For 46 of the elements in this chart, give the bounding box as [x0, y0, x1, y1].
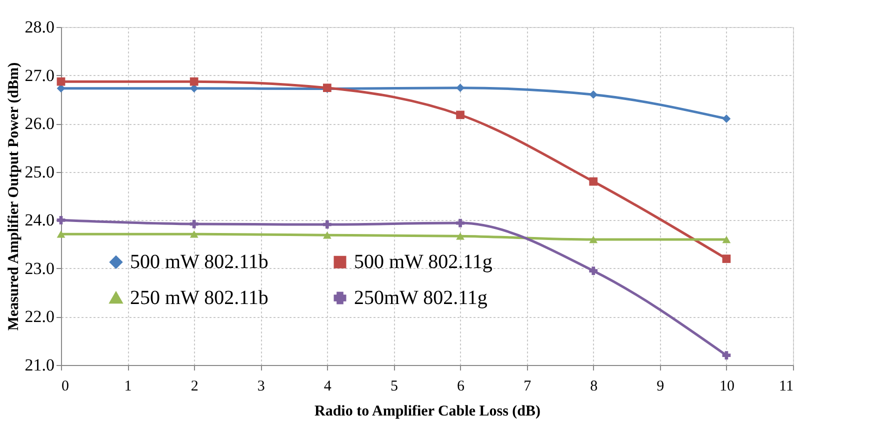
point — [589, 177, 598, 186]
y-tick-label: 23.0 — [24, 258, 54, 278]
point — [56, 216, 66, 224]
y-tick-label: 27.0 — [24, 66, 54, 85]
point — [456, 110, 464, 120]
point — [323, 220, 332, 229]
x-tick-label: 8 — [590, 378, 598, 394]
point — [722, 351, 731, 360]
y-tick-label: 26.0 — [24, 114, 54, 134]
point — [190, 230, 198, 238]
point — [456, 84, 464, 92]
x-axis-title: Radio to Amplifier Cable Loss (dB) — [314, 404, 540, 420]
legend-label: 250 mW 802.11b — [130, 287, 268, 309]
point — [456, 218, 464, 228]
y-tick-label: 22.0 — [24, 307, 54, 326]
x-tick-label: 7 — [524, 378, 532, 394]
x-tick-label: 5 — [390, 378, 398, 394]
point — [456, 232, 464, 240]
y-tick-label: 25.0 — [24, 162, 54, 182]
point — [722, 236, 731, 244]
point — [589, 266, 598, 276]
legend-label: 250mW 802.11g — [354, 287, 488, 309]
y-tick-label: 24.0 — [24, 210, 54, 230]
x-tick-label: 9 — [656, 378, 664, 394]
y-tick-label: 21.0 — [24, 356, 54, 374]
point — [722, 254, 731, 263]
x-tick-label: 3 — [257, 378, 265, 394]
x-tick-label: 4 — [324, 378, 332, 394]
point — [190, 220, 198, 228]
y-tick-label: 28.0 — [24, 18, 54, 36]
x-tick-label: 1 — [124, 378, 132, 394]
point — [56, 77, 66, 86]
legend-label: 500 mW 802.11g — [354, 251, 492, 274]
point — [589, 236, 598, 244]
point — [589, 90, 598, 99]
point — [722, 114, 731, 123]
x-tick-label: 11 — [779, 378, 794, 394]
point — [190, 77, 198, 86]
x-tick-label: 10 — [719, 378, 734, 394]
point — [323, 231, 332, 239]
x-tick-label: 2 — [190, 378, 198, 394]
point — [56, 230, 66, 238]
x-tick-label: 0 — [62, 378, 69, 394]
x-tick-label: 6 — [457, 378, 466, 394]
legend-label: 500 mW 802.11b — [130, 251, 268, 274]
y-axis-title: Measured Amplifier Output Power (dBm) — [6, 62, 22, 331]
